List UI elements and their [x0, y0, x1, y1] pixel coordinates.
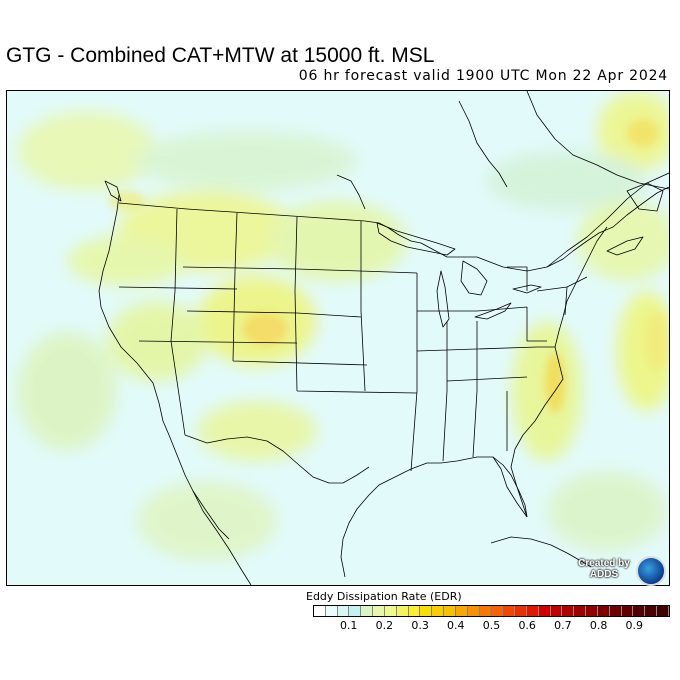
lake-erie — [474, 302, 512, 320]
west-coast — [98, 194, 230, 540]
map-boundaries — [98, 91, 669, 585]
legend-swatch — [384, 606, 397, 616]
legend-tick-label: 0.4 — [447, 619, 465, 632]
adds-badge: Created by ADDS — [572, 556, 670, 586]
mexico-border — [184, 434, 370, 484]
legend-tick-label: 0.3 — [411, 619, 429, 632]
legend-swatch — [479, 606, 492, 616]
legend-swatch — [325, 606, 338, 616]
edr-field — [7, 91, 669, 585]
cuba — [490, 536, 592, 568]
legend-tick-label: 0.5 — [482, 619, 501, 632]
page-title: GTG - Combined CAT+MTW at 15000 ft. MSL — [6, 44, 435, 67]
baja-california — [192, 490, 252, 585]
legend-swatch — [408, 606, 421, 616]
legend-swatch — [526, 606, 539, 616]
legend-swatch — [574, 606, 587, 616]
legend-swatch — [645, 606, 658, 616]
lake-michigan — [436, 270, 450, 328]
legend-swatch — [396, 606, 409, 616]
legend-swatch — [491, 606, 504, 616]
legend-color-bar — [313, 605, 670, 617]
legend-swatch — [550, 606, 563, 616]
legend-swatch — [657, 606, 669, 616]
james-bay — [458, 100, 508, 188]
lake-ontario — [512, 284, 542, 294]
legend-swatch — [586, 606, 598, 616]
labrador — [526, 91, 669, 190]
noaa-logo-icon — [636, 556, 666, 586]
legend-swatch — [503, 606, 516, 616]
legend-tick-label: 0.9 — [625, 619, 644, 632]
map-svg — [7, 91, 669, 585]
legend-swatch — [349, 606, 362, 616]
state-lines — [118, 208, 588, 472]
legend-swatch — [314, 606, 326, 616]
east-coast — [510, 226, 608, 518]
legend-tick-label: 0.1 — [339, 619, 358, 632]
legend-swatch — [337, 606, 350, 616]
nova-scotia — [606, 236, 644, 256]
legend-swatch — [361, 606, 374, 616]
canada-border — [118, 202, 422, 244]
legend-swatch — [420, 606, 433, 616]
legend-swatch — [515, 606, 527, 616]
badge-created-by: Created by — [578, 558, 630, 569]
legend-swatch — [467, 606, 480, 616]
legend-swatch — [609, 606, 622, 616]
badge-adds: ADDS — [589, 569, 619, 580]
legend-swatch — [373, 606, 385, 616]
legend-tick-label: 0.7 — [554, 619, 572, 632]
legend-swatch — [621, 606, 634, 616]
legend-swatch — [562, 606, 575, 616]
legend-tick-label: 0.2 — [375, 619, 394, 632]
florida — [492, 456, 528, 518]
legend-swatch — [444, 606, 456, 616]
legend-swatch — [597, 606, 610, 616]
legend-swatch — [455, 606, 468, 616]
lake-superior — [376, 222, 456, 256]
legend-swatch — [538, 606, 551, 616]
gulf-coast — [340, 456, 528, 578]
legend-title: Eddy Dissipation Rate (EDR) — [306, 590, 462, 603]
hudson-bay — [336, 174, 366, 210]
turbulence-map — [6, 90, 670, 586]
vancouver-island — [104, 180, 122, 202]
legend-tick-label: 0.8 — [589, 619, 608, 632]
legend-swatch — [432, 606, 445, 616]
newfoundland — [626, 182, 664, 212]
legend-swatch — [633, 606, 646, 616]
forecast-valid-time: 06 hr forecast valid 1900 UTC Mon 22 Apr… — [298, 68, 668, 84]
legend-tick-labels: 0.1 0.2 0.3 0.4 0.5 0.6 0.7 0.8 0.9 — [313, 619, 670, 633]
legend-tick-label: 0.6 — [518, 619, 536, 632]
lake-huron — [460, 260, 488, 296]
